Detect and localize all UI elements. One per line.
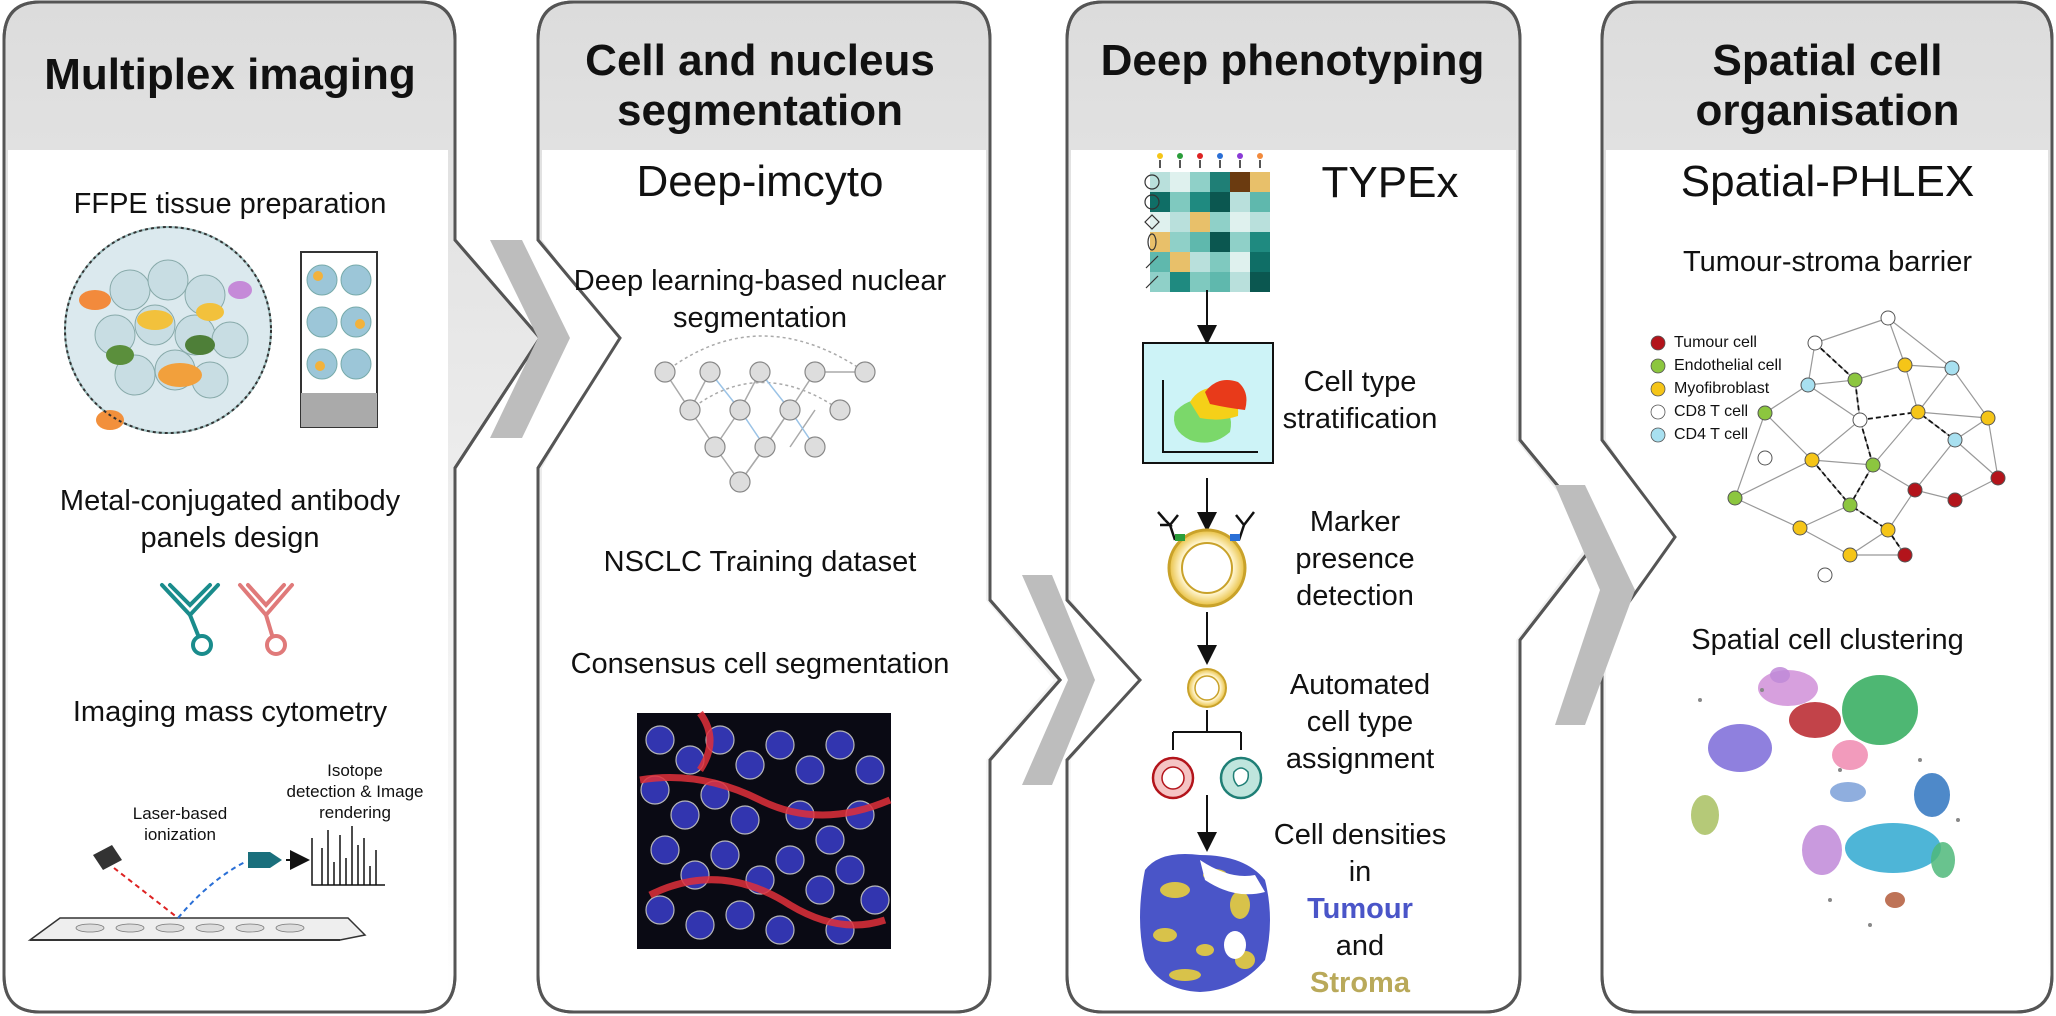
panel-3-title: Deep phenotyping — [1100, 36, 1485, 85]
legend-cd8-t-cell: CD8 T cell — [1674, 403, 1749, 420]
strat-caption-line1: Cell type — [1303, 366, 1417, 398]
spatial-phlex-name: Spatial-PHLEX — [1680, 157, 1975, 206]
strat-caption-line2: stratification — [1282, 403, 1438, 435]
isotope-label-line1: Isotope — [327, 761, 383, 780]
marker-caption-line2: presence — [1295, 543, 1415, 575]
scatter-icon — [1142, 342, 1274, 464]
panel-2-title-line2: segmentation — [616, 86, 904, 135]
legend-dots — [1650, 335, 1666, 443]
chevron-1 — [490, 240, 570, 438]
auto-caption-line1: Automated — [1289, 669, 1431, 701]
detector-icon — [248, 852, 282, 868]
heatmap-icon — [1144, 153, 1270, 292]
legend-cd4-t-cell: CD4 T cell — [1674, 426, 1749, 443]
tissue-core-icon — [64, 226, 272, 434]
spectrum-icon — [311, 826, 385, 886]
antibody-caption-line2: panels design — [140, 522, 320, 554]
marker-caption-line1: Marker — [1309, 506, 1401, 538]
deep-imcyto-name: Deep-imcyto — [636, 157, 884, 206]
ffpe-caption: FFPE tissue preparation — [73, 188, 387, 220]
legend-endothelial-cell: Endothelial cell — [1674, 357, 1782, 374]
training-caption: NSCLC Training dataset — [603, 546, 917, 578]
deep-learning-caption-line1: Deep learning-based nuclear — [573, 265, 947, 297]
auto-caption-line3: assignment — [1285, 743, 1435, 775]
density-caption-and: and — [1335, 930, 1385, 962]
deep-learning-caption-line2: segmentation — [672, 302, 848, 334]
panel-4-title-line1: Spatial cell — [1712, 36, 1943, 85]
density-caption-stroma: Stroma — [1310, 967, 1410, 999]
laser-icon — [93, 845, 122, 870]
chevron-2 — [1022, 575, 1095, 785]
isotope-label-line2: detection & Image — [286, 782, 424, 801]
legend-myofibroblast: Myofibroblast — [1674, 380, 1770, 397]
density-caption-line2: in — [1348, 856, 1372, 888]
laser-label-line1: Laser-based — [132, 804, 228, 823]
density-map-icon — [1140, 854, 1270, 992]
imc-caption: Imaging mass cytometry — [72, 696, 388, 728]
laser-label-line2: ionization — [144, 825, 216, 844]
network-icon — [1727, 310, 2006, 583]
imc-scheme-icon — [27, 826, 385, 941]
slide-icon — [300, 251, 378, 428]
umap-icon — [1691, 667, 1960, 927]
legend-tumour-cell: Tumour cell — [1674, 334, 1757, 351]
panel-4-title-line2: organisation — [1695, 86, 1960, 135]
consensus-caption: Consensus cell segmentation — [570, 648, 950, 680]
barrier-caption: Tumour-stroma barrier — [1683, 246, 1972, 278]
antibody-icon — [160, 583, 294, 656]
chevron-3 — [1555, 485, 1635, 725]
segmentation-image — [637, 710, 892, 949]
typex-name: TYPEx — [1321, 158, 1459, 207]
isotope-label-line3: rendering — [319, 803, 391, 822]
antibody-caption-line1: Metal-conjugated antibody — [59, 485, 401, 517]
cell-icon — [1157, 511, 1255, 608]
unet-icon — [654, 335, 876, 493]
panel-1-title: Multiplex imaging — [44, 50, 416, 99]
density-caption-line1: Cell densities — [1273, 819, 1447, 851]
panel-2-title-line1: Cell and nucleus — [585, 36, 935, 85]
auto-caption-line2: cell type — [1306, 706, 1414, 738]
marker-caption-line3: detection — [1296, 580, 1414, 612]
clustering-caption: Spatial cell clustering — [1691, 624, 1964, 656]
assigned-cells-icon — [1151, 668, 1263, 800]
density-caption-tumour: Tumour — [1307, 893, 1413, 925]
